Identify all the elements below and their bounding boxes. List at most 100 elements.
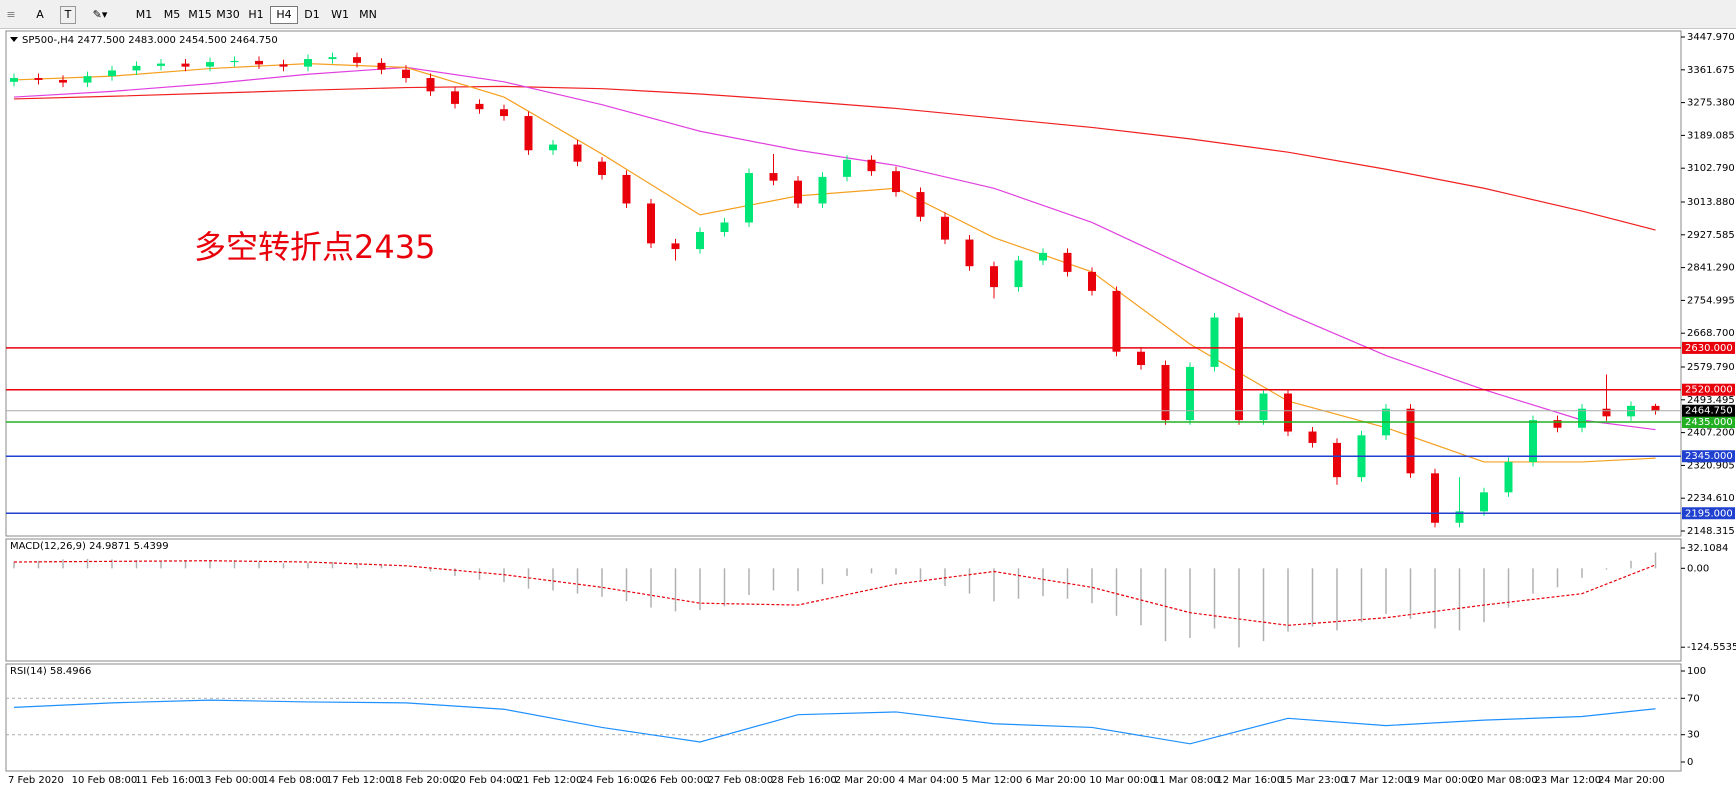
toolbar: ≡ A T ✎▾ M1 M5 M15 M30 H1 H4 D1 W1 MN — [0, 0, 1736, 29]
y-tick-label: 70 — [1687, 693, 1700, 704]
y-tick-label: 2320.905 — [1687, 460, 1735, 471]
candle-body — [1063, 252, 1072, 272]
level-line-label: 2630.000 — [1685, 343, 1733, 354]
level-line-tag — [1682, 383, 1735, 396]
x-tick-label: 21 Feb 12:00 — [517, 775, 583, 786]
candle-body — [745, 173, 753, 223]
y-tick-label: 2148.315 — [1687, 526, 1735, 537]
moving-average — [13, 62, 1656, 463]
level-line-tag — [1682, 416, 1735, 429]
candle-body — [132, 65, 141, 71]
candle-body — [1431, 473, 1439, 523]
candle-body — [1259, 393, 1268, 421]
candle-body — [671, 243, 680, 250]
y-tick-label: 2668.700 — [1687, 328, 1735, 339]
candle-body — [867, 159, 876, 172]
candle-body — [1235, 317, 1243, 421]
x-tick-label: 23 Mar 12:00 — [1534, 775, 1601, 786]
timeframe-button[interactable]: D1 — [304, 8, 320, 21]
timeframe-button[interactable]: M1 — [135, 8, 153, 21]
timeframe-button[interactable]: MN — [359, 8, 377, 21]
level-line-label: 2435.000 — [1685, 417, 1733, 428]
candle-body — [892, 171, 900, 193]
candle-body — [696, 231, 704, 250]
timeframe-button[interactable]: M5 — [163, 8, 181, 21]
macd-signal — [13, 560, 1656, 626]
label-tool[interactable]: T — [60, 6, 76, 24]
annotation: 多空转折点2435 — [194, 228, 435, 266]
candle-body — [1186, 366, 1194, 421]
candle-body — [524, 116, 533, 151]
timeframe-button[interactable]: M30 — [216, 8, 240, 21]
level-line-label: 2520.000 — [1685, 385, 1733, 396]
y-tick-label: 100 — [1687, 666, 1706, 677]
candle-body — [451, 91, 459, 104]
x-tick-label: 24 Mar 20:00 — [1598, 775, 1665, 786]
draw-tool[interactable]: ✎▾ — [92, 8, 108, 21]
x-tick-label: 10 Feb 08:00 — [72, 775, 138, 786]
candle-body — [83, 76, 92, 83]
macd-title: MACD(12,26,9) 24.9871 5.4399 — [10, 541, 169, 552]
candle-body — [1553, 420, 1562, 428]
text-tool[interactable]: A — [36, 8, 44, 21]
candle-body — [843, 159, 851, 177]
candle-body — [1210, 317, 1219, 367]
rsi-line — [13, 699, 1656, 745]
x-tick-label: 24 Feb 16:00 — [580, 775, 646, 786]
x-tick-label: 4 Mar 04:00 — [898, 775, 958, 786]
x-tick-label: 14 Feb 08:00 — [262, 775, 328, 786]
candle-body — [230, 60, 239, 63]
candle-body — [1137, 351, 1145, 366]
level-line-label: 2345.000 — [1685, 451, 1733, 462]
timeframe-button[interactable]: W1 — [331, 8, 349, 21]
x-tick-label: 13 Feb 00:00 — [199, 775, 265, 786]
y-tick-label: 32.1084 — [1687, 543, 1728, 554]
candle-body — [573, 144, 582, 162]
candle-body — [426, 78, 435, 92]
x-tick-label: 17 Feb 12:00 — [326, 775, 392, 786]
timeframe-button[interactable]: H1 — [248, 8, 264, 21]
candle-body — [34, 78, 43, 80]
level-line-tag — [1682, 450, 1735, 463]
candle-body — [549, 144, 557, 151]
candle-body — [1308, 431, 1317, 443]
moving-average — [13, 85, 1656, 231]
y-tick-label: 3361.675 — [1687, 65, 1735, 76]
y-tick-label: 3013.880 — [1687, 197, 1735, 208]
candle-body — [377, 62, 386, 70]
x-tick-label: 26 Feb 00:00 — [644, 775, 710, 786]
rsi-title: RSI(14) 58.4966 — [10, 666, 91, 677]
main-panel — [5, 30, 1682, 537]
y-tick-label: 2841.290 — [1687, 263, 1735, 274]
collapse-icon — [10, 37, 18, 42]
grip: ≡ — [6, 8, 16, 21]
chart: SP500-,H4 2477.500 2483.000 2454.500 246… — [5, 30, 1736, 786]
candle-body — [647, 203, 655, 244]
last-price-line-tag — [1682, 404, 1735, 417]
y-tick-label: -124.5535 — [1687, 642, 1736, 653]
y-tick-label: 3102.790 — [1687, 163, 1735, 174]
candle-body — [157, 63, 165, 66]
chart-title: SP500-,H4 2477.500 2483.000 2454.500 246… — [22, 35, 278, 46]
timeframe-button[interactable]: H4 — [270, 6, 298, 24]
x-tick-label: 17 Mar 12:00 — [1344, 775, 1411, 786]
candle-body — [1480, 492, 1488, 512]
last-price-line-label: 2464.750 — [1685, 406, 1733, 417]
timeframe-button[interactable]: M15 — [188, 8, 212, 21]
candle-body — [402, 69, 410, 79]
level-line-label: 2195.000 — [1685, 508, 1733, 519]
candle-body — [1014, 260, 1023, 288]
candle-body — [475, 103, 484, 110]
candle-body — [622, 174, 631, 204]
macd-panel — [5, 538, 1682, 662]
candle-body — [916, 192, 925, 217]
candle-body — [1039, 252, 1047, 261]
x-tick-label: 7 Feb 2020 — [8, 775, 64, 786]
candle-body — [59, 79, 67, 83]
level-line-tag — [1682, 341, 1735, 354]
candle-body — [328, 57, 337, 60]
candle-body — [1529, 420, 1537, 462]
candle-body — [1112, 290, 1121, 352]
y-tick-label: 0 — [1687, 757, 1693, 768]
candle-body — [1088, 271, 1096, 291]
